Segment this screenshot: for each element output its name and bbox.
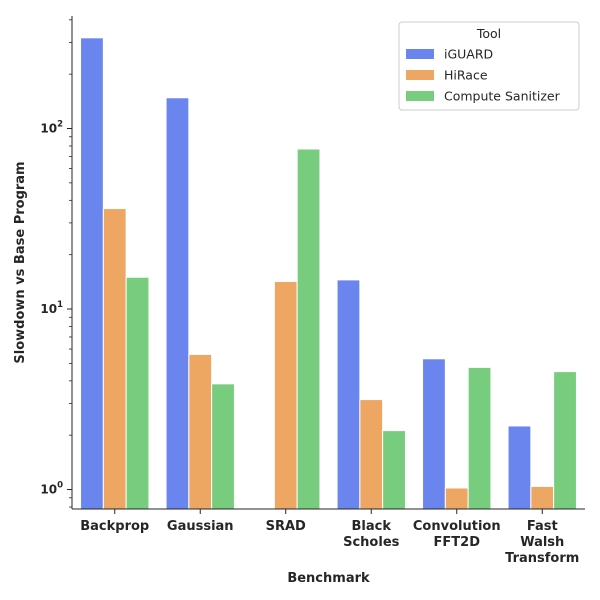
axes-layer (71, 16, 585, 510)
y-tick-base: 10 (40, 122, 57, 136)
bar-compute-sanitizer-4 (467, 366, 492, 510)
x-tick-label-line: Gaussian (167, 519, 234, 534)
x-axis-label: Benchmark (287, 571, 370, 586)
y-tick-exponent: 0 (57, 481, 63, 491)
y-tick-base: 10 (40, 302, 57, 316)
x-tick-label-line: Black (352, 519, 392, 534)
x-tick-label: Fast Walsh Transform (505, 519, 579, 566)
y-tick-label: 102 (40, 120, 63, 136)
bar-iguard-4 (422, 358, 446, 510)
x-tick-label: Convolution FFT2D (413, 519, 501, 550)
bar-hirace-2 (273, 281, 298, 510)
x-tick-label: Backprop (80, 519, 149, 534)
bar-hirace-5 (530, 485, 555, 510)
x-tick-label-line: FFT2D (434, 535, 481, 550)
legend-swatch-hirace (406, 70, 434, 80)
bar-iguard-5 (507, 425, 532, 510)
x-tick-label-line: Transform (505, 551, 579, 566)
legend-swatch-compute-sanitizer (406, 91, 434, 101)
legend-label: HiRace (444, 68, 488, 83)
bar-iguard-1 (165, 97, 190, 510)
legend-items: iGUARD HiRace Compute Sanitizer (406, 47, 561, 104)
y-tick-exponent: 1 (57, 300, 63, 310)
x-tick-label: Black Scholes (343, 519, 400, 550)
x-tick-label-line: Convolution (413, 519, 501, 534)
x-tick-label-line: Walsh (520, 535, 564, 550)
bar-hirace-4 (444, 487, 469, 510)
bar-hirace-0 (102, 208, 127, 510)
bar-compute-sanitizer-2 (296, 148, 321, 510)
x-tick-label-line: Scholes (343, 535, 400, 550)
y-tick-exponent: 2 (57, 120, 63, 130)
bar-compute-sanitizer-3 (382, 430, 406, 510)
y-tick-label: 101 (40, 300, 63, 316)
legend-box (398, 21, 580, 111)
y-tick-base: 10 (40, 483, 57, 497)
bars-layer (80, 37, 577, 510)
legend-label: Compute Sanitizer (444, 89, 561, 104)
bar-compute-sanitizer-5 (553, 371, 577, 510)
bar-iguard-3 (336, 279, 361, 510)
bar-compute-sanitizer-0 (125, 276, 150, 510)
bar-compute-sanitizer-1 (211, 383, 235, 510)
x-tick-label-line: Backprop (80, 519, 149, 534)
x-tick-label-line: Fast (527, 519, 558, 534)
legend-label: iGUARD (444, 47, 493, 62)
legend-title: Tool (476, 26, 501, 41)
bar-hirace-3 (359, 399, 384, 510)
legend: Tool iGUARD HiRace Compute Sanitizer (398, 21, 580, 111)
x-tick-label: Gaussian (167, 519, 234, 534)
x-tick-label: SRAD (266, 519, 306, 534)
x-tick-label-line: SRAD (266, 519, 306, 534)
legend-swatch-iguard (406, 49, 434, 59)
bar-iguard-0 (80, 37, 104, 510)
bar-hirace-1 (188, 353, 213, 510)
y-tick-label: 100 (40, 481, 63, 497)
y-axis-label: Slowdown vs Base Program (13, 161, 28, 363)
x-ticks: Backprop Gaussian SRAD Black Scholes Convolut… (80, 509, 579, 566)
